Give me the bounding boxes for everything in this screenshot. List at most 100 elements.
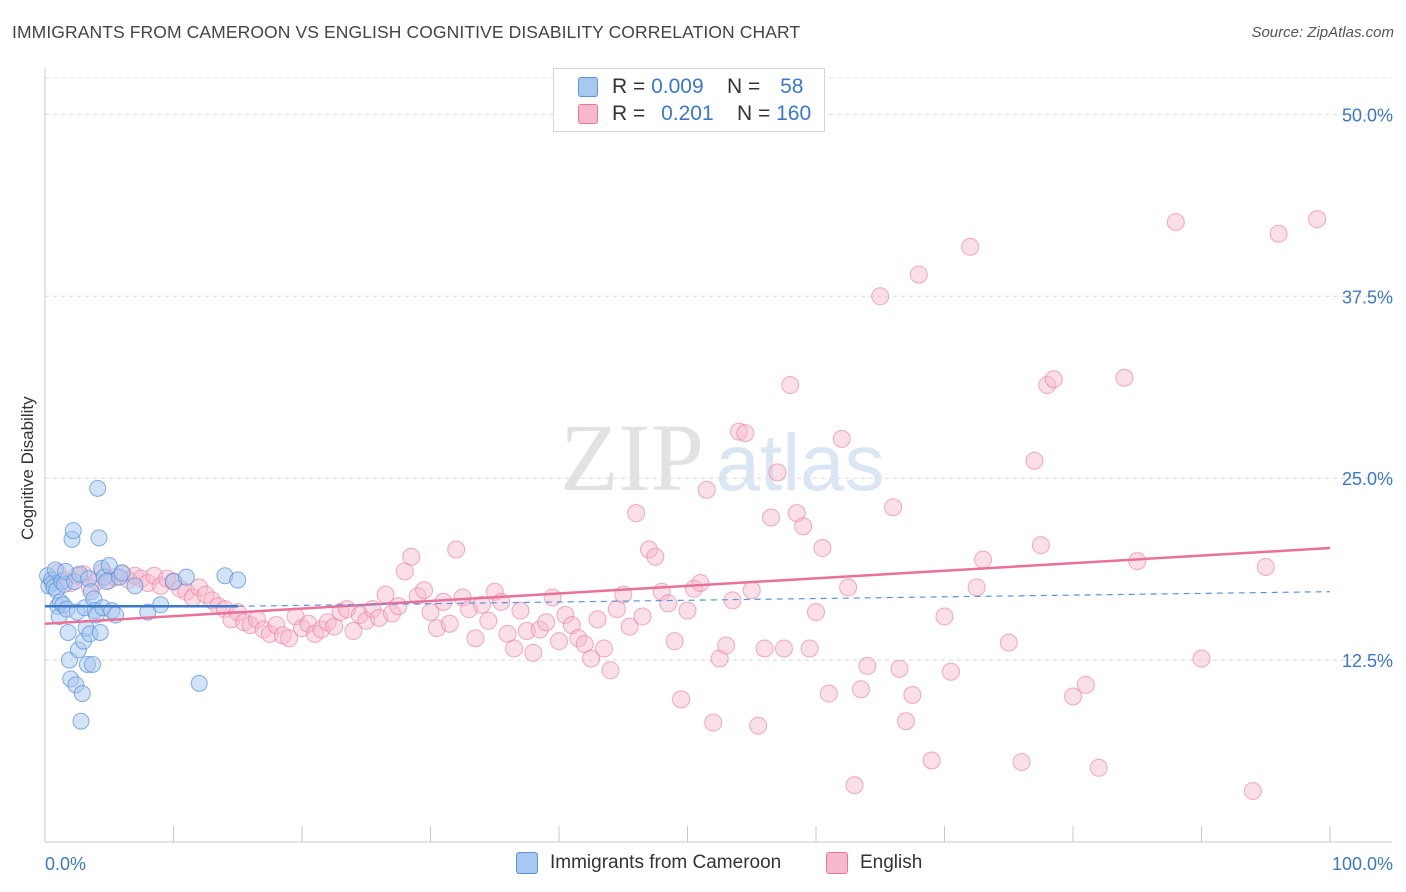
english-point [858, 656, 877, 675]
n-value: 58 [780, 75, 804, 98]
english-point [1089, 758, 1108, 777]
stats-box: R = 0.009 N = 58 R = 0.201 N = 160 [553, 68, 825, 132]
legend-swatch-cameroon [516, 852, 538, 874]
r-value: 0.201 [661, 102, 714, 125]
legend-label-english: English [860, 852, 923, 873]
english-point [524, 643, 543, 662]
english-point [543, 588, 562, 607]
english-point [787, 504, 806, 523]
english-point [466, 629, 485, 648]
legend-item-cameroon[interactable]: Immigrants from Cameroon [516, 852, 781, 874]
english-point [479, 611, 498, 630]
cameroon-point [72, 712, 90, 730]
english-point [1166, 213, 1185, 232]
chart-title: IMMIGRANTS FROM CAMEROON VS ENGLISH COGN… [12, 22, 801, 42]
english-point [1031, 536, 1050, 555]
y-tick-label: 12.5% [1342, 651, 1393, 671]
english-point [697, 480, 716, 499]
english-point [620, 617, 639, 636]
english-point [967, 578, 986, 597]
english-point [627, 504, 646, 523]
legend: Immigrants from Cameroon English [0, 852, 1406, 878]
english-point [280, 629, 299, 648]
r-label: R = [612, 75, 646, 98]
english-point [832, 429, 851, 448]
english-point [909, 265, 928, 284]
r-value: 0.009 [651, 75, 704, 98]
english-point [704, 713, 723, 732]
english-point [1064, 687, 1082, 706]
english-point [440, 614, 459, 633]
x-tick-label-min: 0.0% [45, 854, 86, 874]
english-point [511, 601, 530, 620]
english-point [1308, 210, 1327, 229]
english-point [601, 661, 620, 680]
cameroon-point [73, 685, 91, 703]
english-point [633, 607, 652, 626]
english-point [896, 712, 915, 731]
english-point [755, 639, 774, 658]
english-point [807, 603, 825, 622]
english-point [505, 639, 524, 658]
cameroon-point [90, 529, 108, 547]
english-point [871, 287, 890, 306]
english-point [562, 616, 581, 635]
english-point [1256, 557, 1275, 576]
english-point [717, 636, 736, 655]
english-point [884, 498, 903, 517]
english-point [659, 594, 678, 613]
english-point [710, 649, 729, 668]
cameroon-point [177, 568, 195, 586]
english-point [922, 751, 941, 770]
english-point [389, 597, 408, 616]
english-point [588, 610, 607, 629]
english-point [999, 633, 1018, 652]
english-point [530, 620, 549, 639]
english-swatch [578, 104, 598, 124]
watermark-atlas: atlas [716, 418, 885, 507]
axes [44, 68, 1392, 843]
english-point [402, 547, 421, 566]
english-point [800, 639, 819, 658]
legend-swatch-english [826, 852, 848, 874]
tick-labels: 12.5% 25.0% 37.5% 50.0% 0.0% 100.0% [45, 105, 1393, 874]
n-label: N = [737, 102, 771, 125]
english-point [691, 573, 710, 592]
english-point [890, 659, 909, 678]
cameroon-point [89, 479, 107, 497]
english-point [1044, 370, 1063, 389]
english-point [672, 690, 691, 709]
stats-text: R = 0.009 N = 58 [612, 75, 803, 99]
english-point [678, 601, 697, 620]
cameroon-point [126, 577, 144, 595]
watermark: ZIP atlas [560, 404, 884, 511]
english-point [1243, 782, 1262, 801]
english-point [935, 607, 954, 626]
cameroon-point [113, 564, 131, 582]
english-point [1269, 224, 1288, 243]
english-point [819, 684, 838, 703]
english-point [1128, 552, 1147, 571]
english-point [665, 632, 684, 651]
english-trend-line [44, 546, 1331, 625]
english-point [594, 639, 613, 658]
english-point [742, 581, 761, 600]
english-point [1012, 752, 1031, 771]
stats-text: R = 0.201 N = 160 [612, 102, 811, 126]
cameroon-point [59, 623, 77, 641]
legend-item-english[interactable]: English [826, 852, 922, 874]
english-point [723, 591, 742, 610]
english-point [781, 376, 800, 395]
gridlines [45, 77, 1392, 661]
english-point [941, 662, 960, 681]
cameroon-swatch [578, 77, 598, 97]
english-point [550, 632, 568, 651]
cameroon-point [91, 623, 109, 641]
n-label: N = [727, 75, 761, 98]
english-point [382, 604, 401, 623]
cameroon-point [229, 571, 247, 589]
english-point [729, 422, 748, 441]
english-point [517, 621, 536, 640]
english-point [1192, 649, 1211, 668]
